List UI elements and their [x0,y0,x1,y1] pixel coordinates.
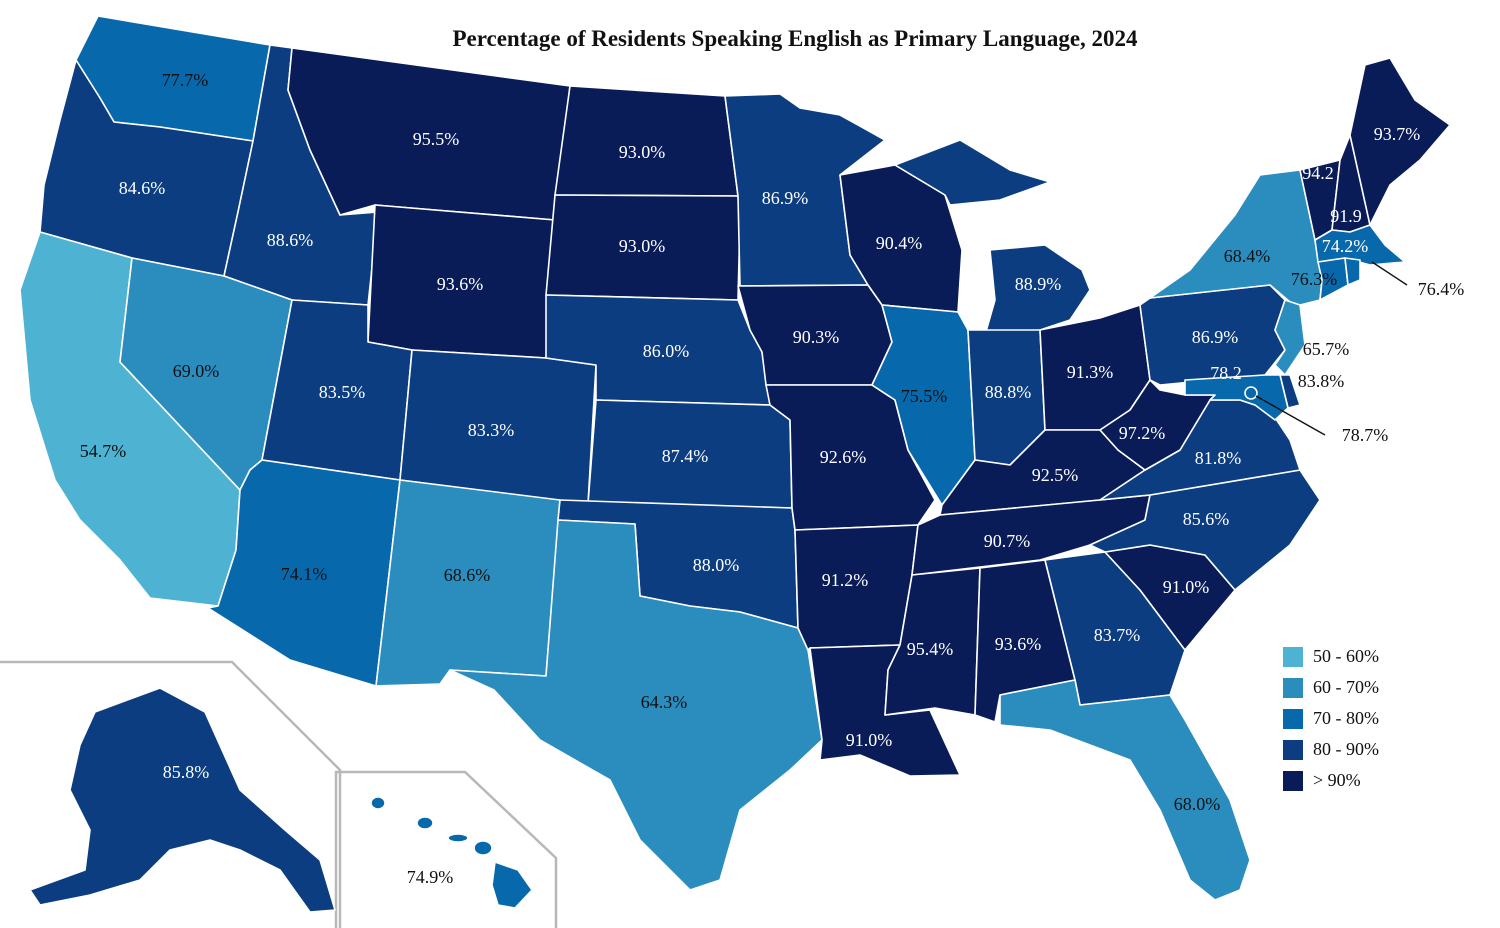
state-ct[interactable] [1317,257,1349,301]
label-ia: 90.3% [793,327,840,347]
state-co[interactable] [399,349,597,505]
state-nd[interactable] [554,85,739,197]
label-ar: 91.2% [822,570,869,590]
label-id: 88.6% [267,230,314,250]
state-mi-lower[interactable] [984,244,1091,336]
label-tx: 64.3% [641,692,688,712]
legend-swatch [1283,708,1303,729]
label-dc: 78.7% [1342,425,1389,445]
alaska-inset-frame [0,660,342,928]
legend-label: 80 - 90% [1313,739,1379,759]
state-tx[interactable] [449,519,823,891]
label-ri: 76.4% [1418,279,1465,299]
legend-label: > 90% [1313,770,1361,790]
label-ks: 87.4% [662,446,709,466]
state-hi-kauai[interactable] [370,796,386,810]
label-nj: 65.7% [1303,339,1350,359]
state-il[interactable] [871,304,976,506]
state-hi-molokai[interactable] [447,833,469,843]
legend-item: > 90% [1283,765,1379,796]
legend-item: 60 - 70% [1283,672,1379,703]
state-ri[interactable] [1344,257,1361,286]
label-ky: 92.5% [1032,465,1079,485]
label-ak: 85.8% [163,762,210,782]
label-mt: 95.5% [413,129,460,149]
leader-ri [1371,261,1408,286]
state-hi-group[interactable] [370,796,533,909]
label-la: 91.0% [846,730,893,750]
label-ma: 74.2% [1322,236,1369,256]
label-in: 88.8% [985,382,1032,402]
hawaii-inset-frame [334,770,558,928]
label-ga: 83.7% [1094,625,1141,645]
label-wa: 77.7% [162,70,209,90]
label-oh: 91.3% [1067,362,1114,382]
legend-label: 70 - 80% [1313,708,1379,728]
label-nm: 68.6% [444,565,491,585]
label-sd: 93.0% [619,236,666,256]
label-fl: 68.0% [1174,794,1221,814]
label-mi: 88.9% [1015,274,1062,294]
label-wi: 90.4% [876,233,923,253]
label-co: 83.3% [468,420,515,440]
label-mo: 92.6% [820,447,867,467]
legend-swatch [1283,770,1303,791]
label-hi: 74.9% [407,867,454,887]
label-wy: 93.6% [437,274,484,294]
label-va: 81.8% [1195,448,1242,468]
label-de: 83.8% [1298,371,1345,391]
legend-label: 50 - 60% [1313,646,1379,666]
legend-swatch [1283,677,1303,698]
label-ne: 86.0% [643,341,690,361]
label-pa: 86.9% [1192,327,1239,347]
legend-label: 60 - 70% [1313,677,1379,697]
legend-item: 80 - 90% [1283,734,1379,765]
label-mn: 86.9% [762,188,809,208]
state-hi-maui[interactable] [473,840,493,856]
label-wv: 97.2% [1119,423,1166,443]
label-ut: 83.5% [319,382,366,402]
state-me[interactable] [1349,57,1451,226]
label-vt: 94.2 [1302,163,1334,183]
state-hi-oahu[interactable] [416,816,434,830]
state-labels: 77.7% 84.6% 54.7% 88.6% 69.0% 95.5% 93.6… [80,70,1465,887]
legend: 50 - 60% 60 - 70% 70 - 80% 80 - 90% > 90% [1283,641,1379,796]
label-il: 75.5% [901,386,948,406]
label-ok: 88.0% [693,555,740,575]
label-nc: 85.6% [1183,509,1230,529]
label-or: 84.6% [119,178,166,198]
state-ak[interactable] [29,687,336,913]
state-dc[interactable] [1244,386,1258,400]
label-ms: 95.4% [907,639,954,659]
label-ct: 76.3% [1291,269,1338,289]
leader-dc [1255,395,1326,436]
label-nh: 91.9 [1330,206,1362,226]
label-nv: 69.0% [173,361,220,381]
legend-item: 50 - 60% [1283,641,1379,672]
label-md: 78.2 [1210,363,1242,383]
legend-item: 70 - 80% [1283,703,1379,734]
label-sc: 91.0% [1163,577,1210,597]
state-fl[interactable] [999,679,1251,901]
label-ny: 68.4% [1224,246,1271,266]
label-me: 93.7% [1374,124,1421,144]
label-nd: 93.0% [619,142,666,162]
label-al: 93.6% [995,634,1042,654]
state-hi-big-island[interactable] [491,861,533,909]
state-mi-upper[interactable] [894,139,1051,206]
state-md[interactable] [1184,374,1289,421]
legend-swatch [1283,739,1303,760]
label-ca: 54.7% [80,441,127,461]
label-tn: 90.7% [984,531,1031,551]
legend-swatch [1283,646,1303,667]
state-nj[interactable] [1274,299,1306,376]
label-az: 74.1% [281,564,328,584]
